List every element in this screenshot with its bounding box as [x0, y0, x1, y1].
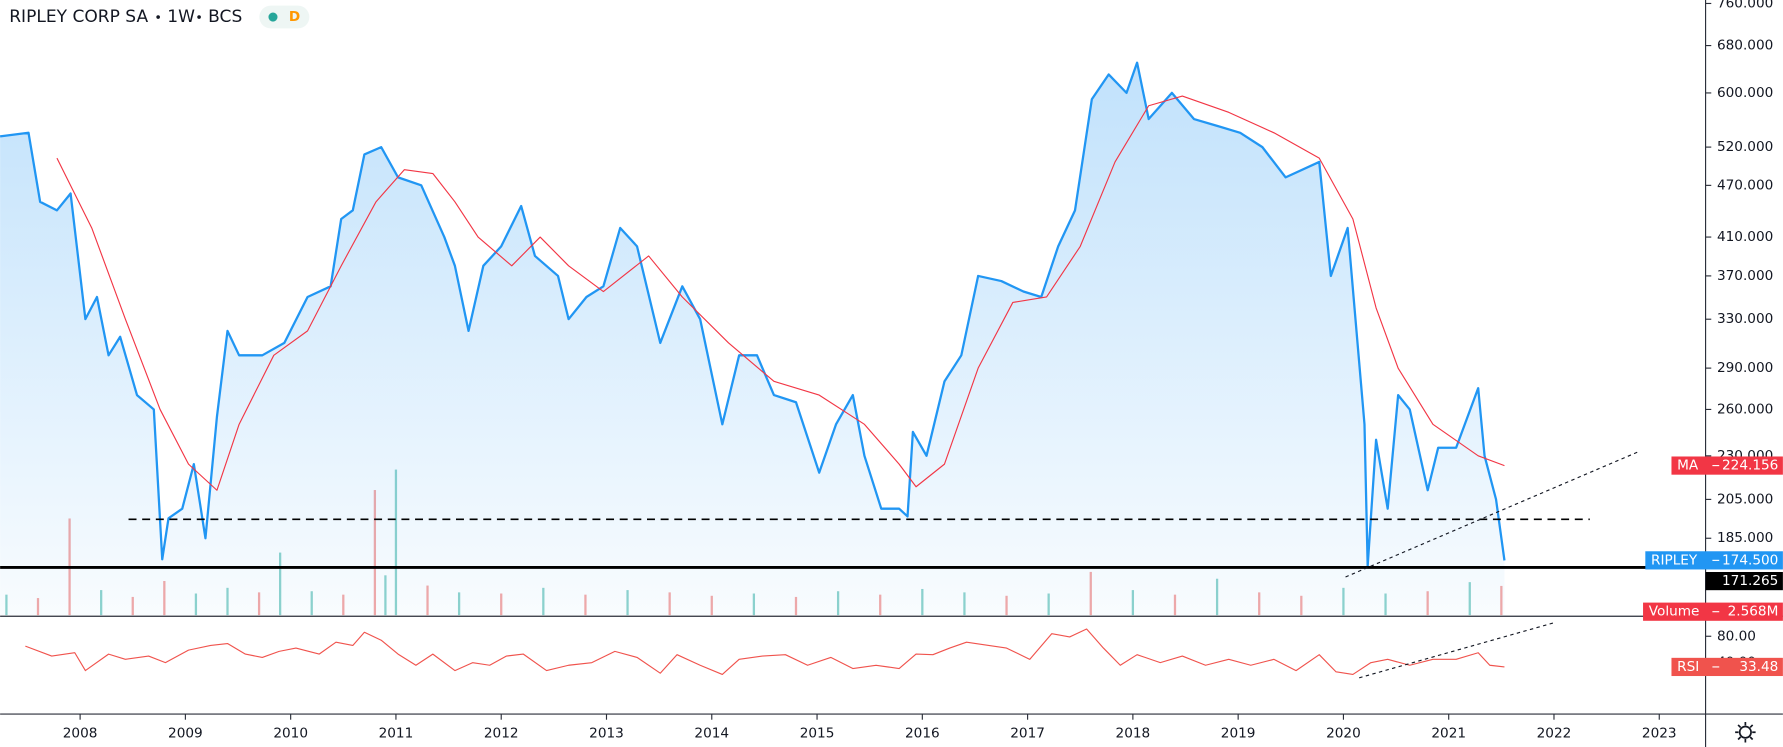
x-tick-label: 2023: [1642, 725, 1677, 741]
delay-badge: D: [289, 9, 300, 25]
time-scale-bg: [0, 714, 1783, 747]
rsi-line: [25, 628, 1505, 676]
x-tick-label: 2012: [484, 725, 519, 741]
ma-line: [56, 95, 1505, 491]
last-value-badge: [1671, 456, 1783, 475]
y-tick-label: 260.000: [1717, 401, 1773, 417]
y-tick-label: 370.000: [1717, 268, 1773, 284]
symbol-name: RIPLEY CORP SA: [9, 7, 148, 27]
market-status-dot: [268, 12, 278, 22]
y-tick-label: 185.000: [1717, 530, 1773, 546]
status-pill[interactable]: [259, 5, 310, 29]
badge-name: RSI: [1677, 659, 1699, 675]
y-tick-label: 680.000: [1717, 38, 1773, 54]
x-tick-label: 2011: [379, 725, 414, 741]
x-tick-label: 2016: [905, 725, 940, 741]
level-badge-value: 171.265: [1722, 573, 1778, 589]
y-tick-label: 410.000: [1717, 229, 1773, 245]
gear-ring: [1738, 725, 1752, 739]
y-tick-label: 330.000: [1717, 311, 1773, 327]
y-tick-label: 290.000: [1717, 360, 1773, 376]
y-tick-label: 80.00: [1717, 628, 1756, 644]
price-scale-bg: [1705, 0, 1783, 747]
last-value-badge: [1671, 657, 1783, 677]
x-tick-label: 2010: [273, 725, 308, 741]
x-tick-label: 2009: [168, 725, 203, 741]
x-tick-label: 2020: [1326, 725, 1361, 741]
badge-name: Volume: [1649, 604, 1700, 620]
x-tick-label: 2021: [1431, 725, 1466, 741]
exchange: BCS: [208, 7, 242, 27]
badge-value: 2.568M: [1728, 604, 1779, 620]
settings-icon[interactable]: [1735, 721, 1756, 743]
axes-layer: 760.000 680.000 600.000 520.000 470.000 410.0…: [63, 0, 1783, 741]
badge-value: 33.48: [1739, 659, 1778, 675]
gear-teeth: [1735, 721, 1756, 743]
trend-line: [1359, 622, 1554, 679]
badge-value: 174.500: [1722, 552, 1778, 568]
trend-line: [1345, 450, 1641, 578]
y-tick-label: 470.000: [1717, 177, 1773, 193]
badge-name: RIPLEY: [1651, 552, 1698, 568]
y-tick-label: 205.000: [1717, 491, 1773, 507]
y-tick-label: 520.000: [1717, 139, 1773, 155]
interval[interactable]: 1W: [167, 7, 195, 27]
plot-layer: [0, 61, 1706, 679]
x-tick-label: 2014: [694, 725, 729, 741]
y-tick-label: 760.000: [1717, 0, 1773, 11]
separator-dot: [197, 15, 201, 19]
x-tick-label: 2018: [1116, 725, 1151, 741]
level-badge: [1705, 571, 1783, 591]
badge-value: 224.156: [1722, 458, 1778, 474]
x-tick-label: 2015: [800, 725, 835, 741]
x-tick-label: 2013: [589, 725, 624, 741]
x-tick-label: 2022: [1537, 725, 1572, 741]
legend-header: RIPLEY CORP SA 1W BCS D: [9, 5, 310, 29]
y-tick-label: 600.000: [1717, 85, 1773, 101]
separator-dot: [156, 15, 160, 19]
x-tick-label: 2019: [1221, 725, 1256, 741]
ripley-line: [0, 61, 1506, 568]
x-tick-label: 2017: [1010, 725, 1045, 741]
x-tick-label: 2008: [63, 725, 98, 741]
badge-name: MA: [1677, 458, 1699, 474]
